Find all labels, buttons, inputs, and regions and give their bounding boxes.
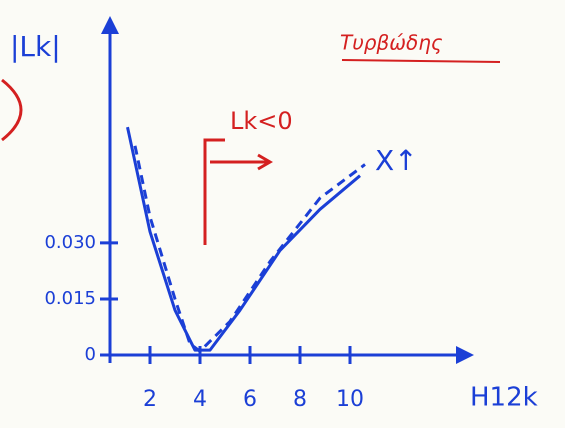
x-tick-label: 10 [336, 387, 364, 412]
x-axis-label: H12k [470, 383, 538, 413]
region-arrow [205, 140, 270, 245]
series-line [135, 146, 365, 351]
x-tick-label: 8 [293, 387, 307, 412]
underline [342, 60, 500, 62]
y-axis-label: |Lk| [10, 30, 61, 63]
x-axis-arrow [456, 346, 474, 364]
y-tick-label: 0 [85, 344, 96, 365]
x-tick-label: 6 [243, 387, 257, 412]
y-axis-arrow [101, 16, 119, 34]
y-tick-label: 0.030 [44, 232, 96, 253]
chart: Lk<0 X↑ Τυρβώδης |Lk| H12k 2 4 6 8 10 0 0.015 0… [0, 0, 565, 428]
y-tick-label: 0.015 [44, 288, 96, 309]
annotation: Lk<0 [230, 107, 293, 135]
x-tick-label: 2 [143, 387, 157, 412]
x-tick-label: 4 [193, 387, 207, 412]
annotation: Τυρβώδης [340, 31, 443, 55]
partial-bracket [2, 80, 21, 140]
annotation: X↑ [375, 144, 418, 177]
